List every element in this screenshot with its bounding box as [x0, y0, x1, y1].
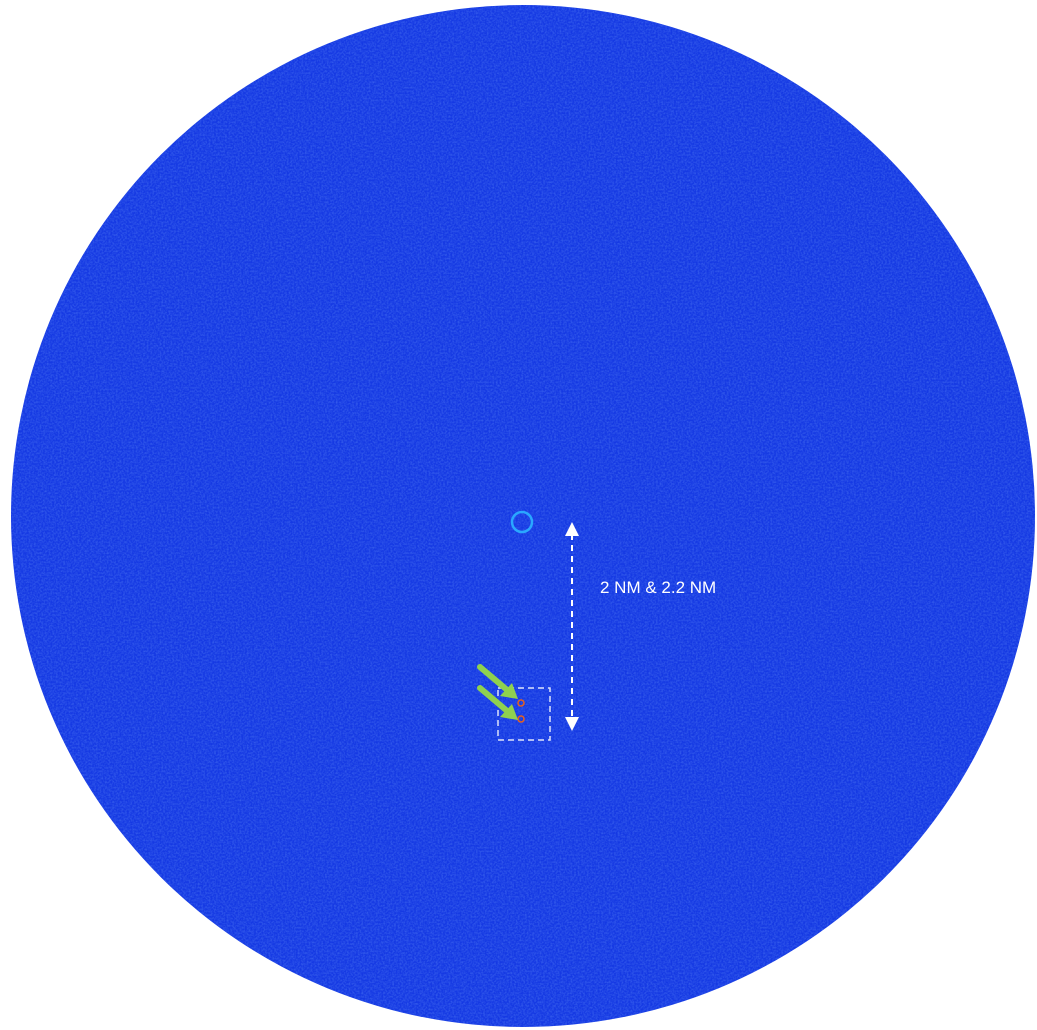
range-label: 2 NM & 2.2 NM: [600, 578, 716, 597]
target-blip: [517, 715, 525, 723]
target-highlight-box: [497, 687, 551, 741]
pointer-arrow-icon: [477, 685, 518, 720]
target-blip: [517, 699, 525, 707]
pointer-arrow-icon: [477, 664, 518, 699]
ownship-ring-icon: [510, 510, 534, 534]
range-double-headed-arrow-icon: [565, 522, 579, 731]
